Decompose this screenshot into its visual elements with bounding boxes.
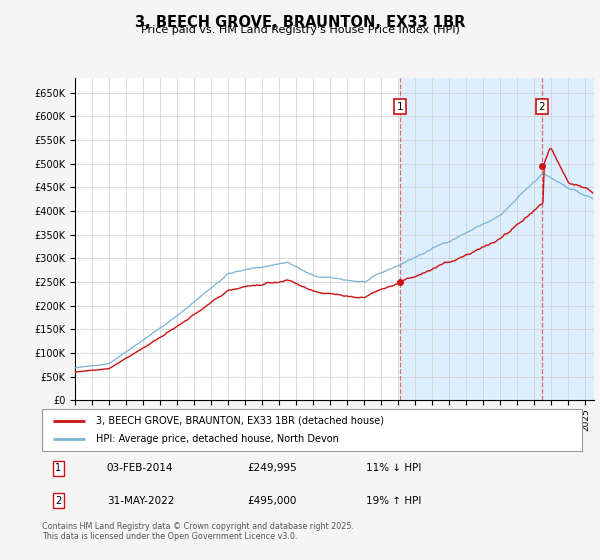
Text: Price paid vs. HM Land Registry's House Price Index (HPI): Price paid vs. HM Land Registry's House … [140,25,460,35]
Text: 31-MAY-2022: 31-MAY-2022 [107,496,174,506]
Text: Contains HM Land Registry data © Crown copyright and database right 2025.
This d: Contains HM Land Registry data © Crown c… [42,522,354,542]
Text: 2: 2 [538,102,545,112]
Text: 03-FEB-2014: 03-FEB-2014 [107,464,173,473]
Text: 2: 2 [55,496,61,506]
Text: 11% ↓ HPI: 11% ↓ HPI [366,464,421,473]
Text: HPI: Average price, detached house, North Devon: HPI: Average price, detached house, Nort… [96,434,339,444]
FancyBboxPatch shape [42,409,582,451]
Text: 1: 1 [55,464,61,473]
Text: £495,000: £495,000 [247,496,296,506]
Text: 1: 1 [397,102,403,112]
Text: 3, BEECH GROVE, BRAUNTON, EX33 1BR (detached house): 3, BEECH GROVE, BRAUNTON, EX33 1BR (deta… [96,416,384,426]
Text: 3, BEECH GROVE, BRAUNTON, EX33 1BR: 3, BEECH GROVE, BRAUNTON, EX33 1BR [135,15,465,30]
Bar [542,78,594,400]
Text: 19% ↑ HPI: 19% ↑ HPI [366,496,421,506]
Bar [400,78,542,400]
Text: £249,995: £249,995 [247,464,297,473]
